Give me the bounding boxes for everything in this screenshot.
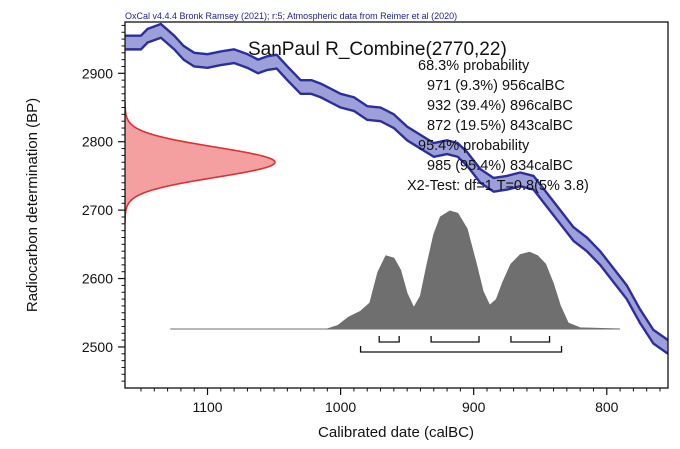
x-tick-label: 1000 [325, 399, 356, 415]
annotation-line-3: 932 (39.4%) 896calBC [427, 98, 573, 114]
x-tick-label: 900 [462, 399, 486, 415]
plot-layers [125, 22, 668, 355]
measurement-distribution-line [125, 102, 276, 223]
calibration-curve-upper [125, 22, 668, 342]
y-tick-label: 2600 [82, 271, 113, 287]
posterior-distribution [170, 210, 621, 330]
y-axis-label: Radiocarbon determination (BP) [24, 98, 41, 312]
x-axis-label: Calibrated date (calBC) [318, 424, 474, 441]
figure-header: OxCal v4.4.4 Bronk Ramsey (2021); r:5; A… [125, 11, 457, 21]
x-tick-label: 800 [595, 399, 619, 415]
annotation-line-5: 95.4% probability [418, 138, 530, 154]
annotation-line-2: 971 (9.3%) 956calBC [427, 78, 565, 94]
range-68-bracket-2 [430, 336, 480, 343]
annotation-line-6: 985 (95.4%) 834calBC [427, 158, 573, 174]
chart-title: SanPaul R_Combine(2770,22) [248, 39, 507, 60]
y-tick-label: 2500 [82, 339, 113, 355]
y-tick-label: 2900 [82, 65, 113, 81]
range-68-bracket-1 [378, 336, 400, 343]
y-axis: 2500 2600 2700 2800 2900 [82, 24, 125, 382]
annotations: 68.3% probability 971 (9.3%) 956calBC 932 … [407, 58, 589, 194]
y-tick-label: 2800 [82, 134, 113, 150]
range-68-bracket-3 [510, 336, 551, 343]
measurement-distribution-fill [125, 102, 275, 223]
y-tick-label: 2700 [82, 202, 113, 218]
annotation-line-4: 872 (19.5%) 843calBC [427, 118, 573, 134]
x-axis: 1100 1000 900 800 [140, 388, 661, 415]
range-95-bracket-1 [359, 346, 563, 353]
plot-frame [124, 21, 669, 389]
plot-area [125, 22, 668, 355]
x-tick-label: 1100 [192, 399, 222, 415]
annotation-line-7: X2-Test: df=1 T=0.8(5% 3.8) [407, 178, 589, 194]
annotation-line-1: 68.3% probability [418, 58, 530, 74]
calibration-curve-lower [125, 36, 668, 355]
